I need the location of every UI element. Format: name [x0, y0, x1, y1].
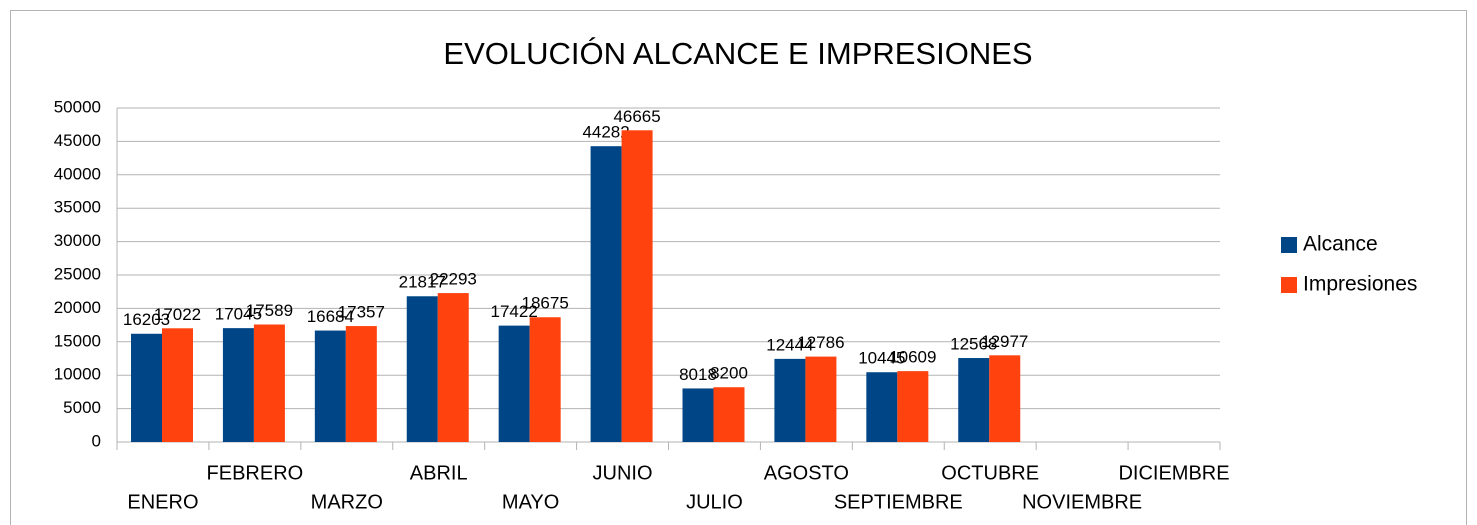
bar	[866, 372, 898, 442]
bar	[131, 333, 162, 442]
bar	[682, 388, 714, 442]
data-label: 10445	[858, 349, 905, 368]
x-tick-label: ENERO	[127, 491, 198, 513]
bar	[805, 356, 837, 442]
bar	[222, 328, 254, 442]
bar	[621, 130, 653, 442]
bar	[253, 324, 285, 442]
data-label: 12568	[950, 335, 997, 354]
bar	[437, 293, 469, 442]
bar	[590, 146, 622, 443]
x-tick-label: DICIEMBRE	[1118, 462, 1229, 484]
data-label: 12444	[766, 335, 813, 354]
y-tick-label: 5000	[63, 398, 101, 417]
x-tick-label: FEBRERO	[207, 462, 304, 484]
data-label: 44282	[582, 123, 629, 142]
data-label: 12977	[981, 332, 1028, 351]
bar	[406, 296, 438, 442]
bar	[498, 325, 530, 442]
data-label: 17589	[246, 301, 293, 320]
bar	[774, 358, 806, 442]
x-tick-label: MAYO	[502, 491, 559, 513]
y-tick-label: 50000	[54, 97, 101, 116]
bar	[958, 358, 990, 442]
data-label: 17422	[491, 302, 538, 321]
x-tick-label: SEPTIEMBRE	[834, 491, 963, 513]
bar	[713, 387, 745, 442]
data-label: 16203	[123, 310, 170, 329]
x-tick-label: ABRIL	[410, 462, 468, 484]
data-label: 8200	[710, 364, 748, 383]
legend-label: Impresiones	[1303, 273, 1417, 296]
data-label: 16684	[307, 307, 354, 326]
x-tick-label: AGOSTO	[764, 462, 849, 484]
chart-frame	[10, 10, 1467, 525]
y-tick-label: 35000	[54, 198, 101, 217]
chart-title: EVOLUCIÓN ALCANCE E IMPRESIONES	[443, 36, 1032, 71]
y-tick-label: 30000	[54, 231, 101, 250]
data-label: 17357	[338, 303, 385, 322]
bar	[989, 355, 1021, 442]
data-label: 12786	[797, 333, 844, 352]
x-tick-label: OCTUBRE	[941, 462, 1039, 484]
bar	[345, 326, 377, 442]
bar	[162, 328, 193, 442]
data-label: 46665	[613, 107, 660, 126]
x-tick-label: JULIO	[686, 491, 743, 513]
y-tick-label: 40000	[54, 164, 101, 183]
data-label: 8018	[679, 365, 717, 384]
x-tick-label: MARZO	[311, 491, 383, 513]
data-label: 22293	[430, 270, 477, 289]
bar	[314, 330, 346, 442]
y-tick-label: 15000	[54, 331, 101, 350]
x-tick-label: JUNIO	[593, 462, 653, 484]
y-tick-label: 10000	[54, 365, 101, 384]
y-tick-label: 45000	[54, 131, 101, 150]
y-tick-label: 20000	[54, 298, 101, 317]
data-label: 21817	[399, 273, 446, 292]
legend-swatch	[1281, 277, 1297, 293]
legend-label: Alcance	[1303, 233, 1378, 256]
data-label: 17045	[215, 305, 262, 324]
y-tick-label: 0	[92, 431, 101, 450]
bar	[529, 317, 561, 442]
legend-swatch	[1281, 237, 1297, 253]
data-label: 18675	[522, 294, 569, 313]
data-label: 10609	[889, 348, 936, 367]
bar	[897, 371, 929, 442]
y-tick-label: 25000	[54, 264, 101, 283]
x-tick-label: NOVIEMBRE	[1022, 491, 1142, 513]
data-label: 17022	[154, 305, 201, 324]
